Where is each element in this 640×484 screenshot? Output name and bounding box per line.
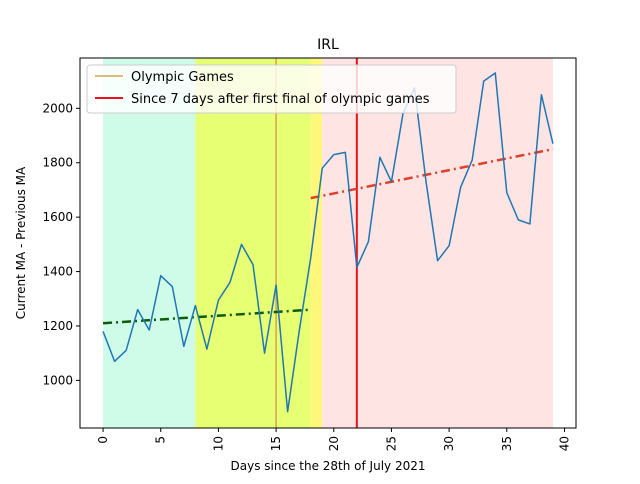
legend-box bbox=[86, 64, 457, 114]
x-axis-ticks: 0 5 10 15 20 25 30 35 40 bbox=[96, 428, 571, 451]
data-lines bbox=[102, 72, 554, 413]
x-tick-label: 5 bbox=[154, 436, 168, 444]
y-tick-label: 1200 bbox=[42, 319, 73, 333]
background-spans bbox=[103, 58, 553, 428]
trend-lines bbox=[102, 147, 554, 325]
chart-title: IRL bbox=[317, 37, 339, 53]
plot-frame bbox=[79, 57, 577, 429]
y-axis-ticks: 1000 1200 1400 1600 1800 2000 bbox=[42, 101, 80, 387]
trend-line-1 bbox=[102, 308, 311, 325]
x-axis-label: Days since the 28th of July 2021 bbox=[231, 459, 426, 473]
vertical-markers bbox=[275, 58, 358, 428]
legend: Olympic Games Since 7 days after first f… bbox=[86, 64, 457, 114]
y-axis-label: Current MA - Previous MA bbox=[14, 166, 28, 319]
y-tick-label: 1400 bbox=[42, 265, 73, 279]
background-span-0 bbox=[103, 58, 196, 428]
legend-label-post-final: Since 7 days after first final of olympi… bbox=[131, 92, 430, 107]
background-span-3 bbox=[322, 58, 553, 428]
x-tick-label: 15 bbox=[269, 436, 283, 451]
x-tick-label: 20 bbox=[327, 436, 341, 451]
y-tick-label: 1000 bbox=[42, 373, 73, 387]
data-series-line bbox=[102, 72, 554, 413]
y-tick-label: 2000 bbox=[42, 101, 73, 115]
x-tick-label: 25 bbox=[384, 436, 398, 451]
x-tick-label: 10 bbox=[211, 436, 225, 451]
background-span-2 bbox=[310, 58, 323, 428]
background-span-1 bbox=[195, 58, 311, 428]
y-tick-label: 1800 bbox=[42, 156, 73, 170]
y-tick-label: 1600 bbox=[42, 210, 73, 224]
x-tick-label: 0 bbox=[96, 436, 110, 444]
trend-line-2 bbox=[310, 147, 554, 200]
x-tick-label: 35 bbox=[500, 436, 514, 451]
x-tick-label: 30 bbox=[442, 436, 456, 451]
legend-label-olympic-games: Olympic Games bbox=[131, 70, 234, 85]
x-tick-label: 40 bbox=[557, 436, 571, 451]
